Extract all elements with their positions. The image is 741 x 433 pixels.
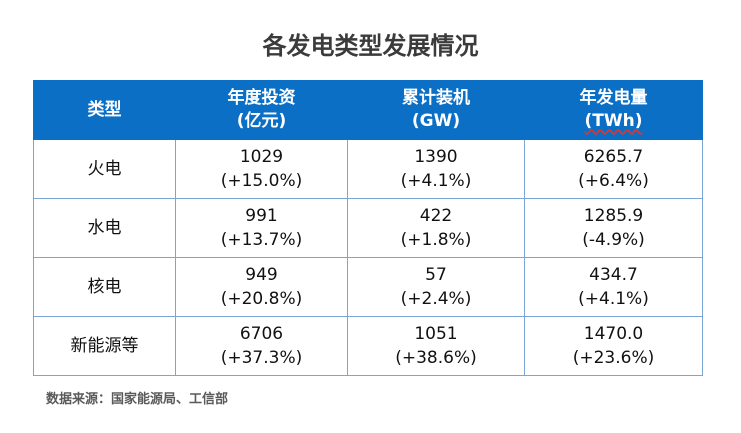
data-source-note: 数据来源：国家能源局、工信部 (46, 392, 229, 407)
cell-capacity: 1051 (+38.6%) (347, 316, 525, 376)
header-investment: 年度投资 (亿元) (175, 80, 348, 140)
table-row: 水电 991 (+13.7%) 422 (+1.8%) 1285.9 (-4.9%) (33, 198, 703, 258)
cell-investment: 949 (+20.8%) (175, 257, 348, 317)
table-header-row: 类型 年度投资 (亿元) 累计装机 (GW) 年发电量 (TWh) (33, 80, 703, 140)
cell-generation: 6265.7 (+6.4%) (524, 139, 703, 199)
header-type: 类型 (33, 80, 176, 140)
table-row: 火电 1029 (+15.0%) 1390 (+4.1%) 6265.7 (+6.4%… (33, 139, 703, 199)
cell-type: 核电 (33, 257, 176, 317)
cell-type: 新能源等 (33, 316, 176, 376)
page-title: 各发电类型发展情况 (262, 32, 479, 60)
cell-investment: 991 (+13.7%) (175, 198, 348, 258)
cell-generation: 434.7 (+4.1%) (524, 257, 703, 317)
data-table: 类型 年度投资 (亿元) 累计装机 (GW) 年发电量 (TWh) 火电 102… (33, 80, 703, 376)
cell-generation: 1470.0 (+23.6%) (524, 316, 703, 376)
data-table-container: 类型 年度投资 (亿元) 累计装机 (GW) 年发电量 (TWh) 火电 102… (33, 80, 703, 376)
cell-investment: 1029 (+15.0%) (175, 139, 348, 199)
cell-generation: 1285.9 (-4.9%) (524, 198, 703, 258)
header-generation: 年发电量 (TWh) (524, 80, 703, 140)
cell-capacity: 1390 (+4.1%) (347, 139, 525, 199)
cell-investment: 6706 (+37.3%) (175, 316, 348, 376)
cell-type: 火电 (33, 139, 176, 199)
cell-type: 水电 (33, 198, 176, 258)
table-row: 核电 949 (+20.8%) 57 (+2.4%) 434.7 (+4.1%) (33, 257, 703, 317)
table-row: 新能源等 6706 (+37.3%) 1051 (+38.6%) 1470.0 (+2… (33, 316, 703, 376)
cell-capacity: 422 (+1.8%) (347, 198, 525, 258)
cell-capacity: 57 (+2.4%) (347, 257, 525, 317)
header-capacity: 累计装机 (GW) (347, 80, 525, 140)
